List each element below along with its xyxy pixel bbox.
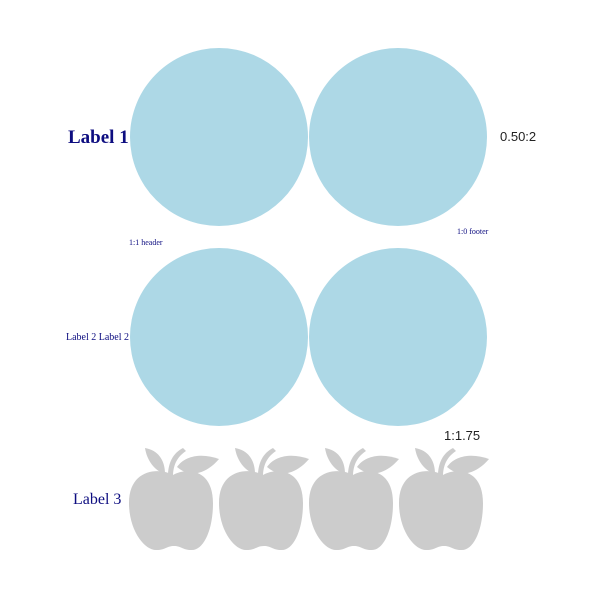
row-1-label: Label 1 [68, 127, 129, 148]
row1-circle-1 [130, 48, 308, 226]
row-1-footer: 1:0 footer [457, 227, 489, 236]
row2-circle-1 [130, 248, 308, 426]
apple-icon [219, 448, 309, 551]
apple-icon [399, 448, 489, 551]
row-1-ratio: 0.50:2 [500, 129, 537, 144]
apple-icon [309, 448, 399, 551]
row-3-label: Label 3 [73, 491, 122, 508]
row-2-header: 1:1 header [129, 238, 163, 247]
apple-icon [129, 448, 219, 551]
row1-circle-2 [309, 48, 487, 226]
row-2-label: Label 2 Label 2 [66, 332, 130, 343]
row-2-ratio: 1:1.75 [444, 428, 481, 443]
row2-circle-2 [309, 248, 487, 426]
